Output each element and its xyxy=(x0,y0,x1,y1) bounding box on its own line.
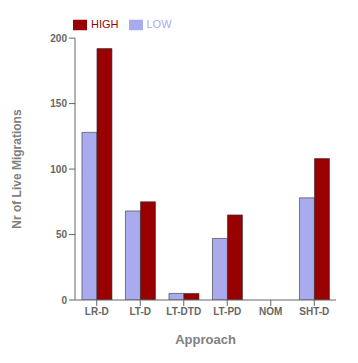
svg-text:150: 150 xyxy=(50,98,67,109)
svg-text:Nr of Live Migrations: Nr of Live Migrations xyxy=(10,109,24,229)
svg-text:LR-D: LR-D xyxy=(85,306,109,317)
svg-text:100: 100 xyxy=(50,164,67,175)
svg-text:Approach: Approach xyxy=(175,332,236,347)
svg-text:50: 50 xyxy=(56,229,68,240)
html-text:HIGH: HIGH xyxy=(91,18,119,30)
svg-text:200: 200 xyxy=(50,33,67,44)
svg-text:LT-D: LT-D xyxy=(130,306,151,317)
svg-text:LT-DTD: LT-DTD xyxy=(166,306,201,317)
svg-text:SHT-D: SHT-D xyxy=(299,306,329,317)
html-text:LOW: LOW xyxy=(146,18,172,30)
svg-text:0: 0 xyxy=(61,295,67,306)
svg-text:LT-PD: LT-PD xyxy=(213,306,241,317)
svg-text:NOM: NOM xyxy=(259,306,282,317)
